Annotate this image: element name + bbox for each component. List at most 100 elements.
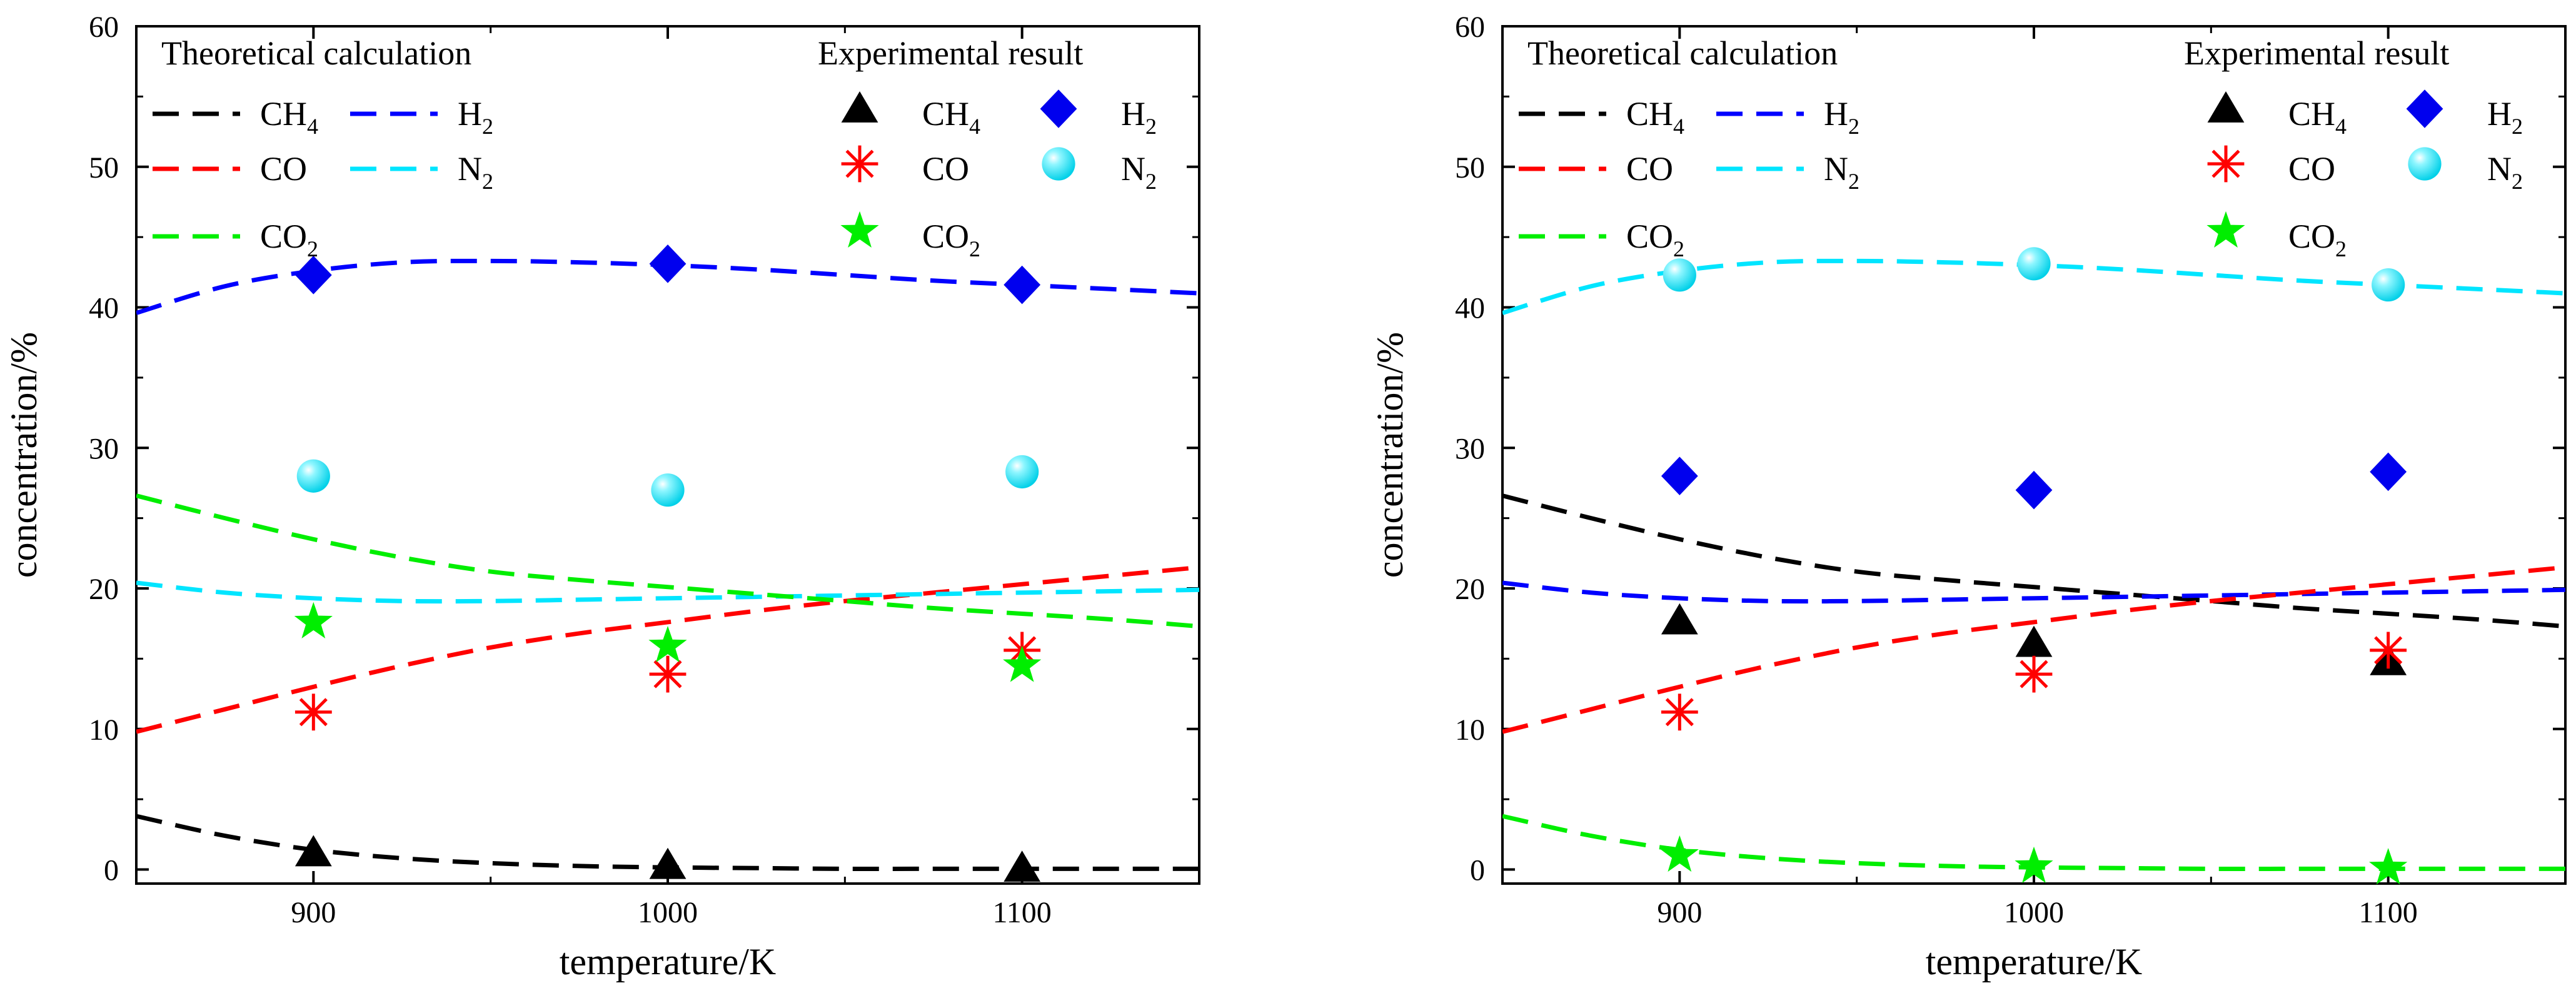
legend-label: CH4 — [922, 95, 980, 139]
exp-point-h2 — [1004, 265, 1041, 305]
legend-marker-n2 — [1042, 147, 1075, 181]
legend-title-theoretical: Theoretical calculation — [1527, 34, 1838, 72]
legend-label: N2 — [1824, 150, 1859, 194]
y-tick-label: 0 — [104, 854, 119, 887]
x-tick-label: 1000 — [638, 896, 698, 929]
exp-point-co — [1661, 693, 1698, 731]
exp-point-co — [2015, 655, 2053, 693]
legend-label: CO — [922, 150, 969, 188]
exp-point-co2 — [648, 625, 687, 663]
legend-marker-co — [841, 145, 878, 183]
theory-line-co2 — [136, 493, 1199, 629]
exp-point-co2 — [1003, 645, 1042, 682]
exp-point-h2 — [2370, 452, 2407, 491]
legend: Theoretical calculation Experimental resu… — [153, 34, 1157, 261]
x-axis-label: temperature/K — [560, 941, 777, 982]
legend-label: H2 — [458, 95, 493, 139]
exp-point-co — [2370, 632, 2407, 669]
y-tick-label: 10 — [1455, 713, 1485, 747]
legend-label: CH4 — [2288, 95, 2347, 139]
legend-marker-h2 — [1040, 89, 1077, 128]
exp-point-n2 — [2017, 247, 2051, 281]
y-tick-label: 60 — [89, 11, 119, 44]
legend-label: H2 — [2487, 95, 2523, 139]
legend-label: CO — [260, 150, 307, 188]
x-axis-label: temperature/K — [1926, 941, 2143, 982]
y-tick-label: 50 — [1455, 151, 1485, 184]
exp-point-co — [294, 693, 332, 731]
legend-label: N2 — [458, 150, 493, 194]
exp-point-n2 — [296, 459, 330, 493]
legend-title-theoretical: Theoretical calculation — [161, 34, 471, 72]
exp-point-co2 — [2369, 848, 2408, 885]
legend-label: H2 — [1824, 95, 1859, 139]
legend-label: CH4 — [1626, 95, 1684, 139]
exp-point-h2 — [294, 256, 332, 295]
exp-point-n2 — [2372, 268, 2405, 302]
legend-label: CO2 — [260, 218, 318, 261]
experimental-markers — [1660, 247, 2408, 885]
legend-label: H2 — [1121, 95, 1157, 139]
theory-line-ch4 — [1502, 493, 2565, 629]
chart-panel-right: 900 1000 1100 0 10 20 30 40 50 60 temperature/K con… — [1369, 11, 2567, 982]
theory-line-h2 — [1502, 580, 2565, 604]
x-tick-label: 1000 — [2004, 896, 2064, 929]
legend-label: CO2 — [1626, 218, 1684, 261]
y-axis-label: concentration/% — [3, 332, 44, 578]
legend-label: CH4 — [260, 95, 318, 139]
y-tick-label: 50 — [89, 151, 119, 184]
exp-point-co — [649, 655, 687, 693]
legend-marker-co — [2207, 145, 2245, 183]
exp-point-co2 — [1660, 835, 1699, 872]
exp-point-co2 — [294, 602, 333, 639]
legend-label: CO2 — [922, 218, 980, 261]
legend-marker-co2 — [2206, 211, 2245, 248]
legend-title-experimental: Experimental result — [818, 34, 1083, 72]
legend-label: N2 — [1121, 150, 1157, 194]
y-tick-label: 40 — [89, 292, 119, 325]
legend-marker-ch4 — [841, 91, 878, 123]
exp-point-co2 — [2015, 846, 2053, 884]
exp-point-ch4 — [1661, 603, 1698, 635]
legend-label: N2 — [2487, 150, 2523, 194]
y-tick-label: 20 — [89, 573, 119, 606]
legend-marker-co2 — [840, 211, 879, 248]
x-tick-label: 900 — [1657, 896, 1702, 929]
theoretical-curves — [136, 258, 1199, 871]
exp-point-ch4 — [1004, 850, 1041, 882]
y-axis-label: concentration/% — [1369, 332, 1411, 578]
x-tick-label: 1100 — [2359, 896, 2418, 929]
y-tick-label: 60 — [1455, 11, 1485, 44]
chart-panel-left: 900 1000 1100 0 10 20 30 40 50 60 temperature/K con… — [3, 11, 1200, 982]
theoretical-curves — [1502, 258, 2565, 871]
legend-label: CO2 — [2288, 218, 2347, 261]
legend: Theoretical calculation Experimental resu… — [1519, 34, 2523, 261]
legend-marker-n2 — [2408, 147, 2442, 181]
legend-label: CO — [1626, 150, 1673, 188]
x-tick-label: 900 — [291, 896, 336, 929]
y-tick-label: 30 — [89, 432, 119, 465]
theory-line-co — [1502, 565, 2565, 734]
legend-marker-ch4 — [2207, 91, 2245, 123]
x-tick-label: 1100 — [993, 896, 1052, 929]
legend-title-experimental: Experimental result — [2184, 34, 2449, 72]
exp-point-n2 — [651, 473, 685, 507]
theory-line-n2 — [136, 580, 1199, 604]
y-tick-label: 20 — [1455, 573, 1485, 606]
y-tick-label: 0 — [1470, 854, 1485, 887]
theory-line-co — [136, 565, 1199, 734]
exp-point-n2 — [1663, 258, 1696, 292]
exp-point-ch4 — [294, 835, 332, 867]
exp-point-n2 — [1005, 455, 1039, 489]
exp-point-h2 — [1661, 456, 1698, 496]
exp-point-ch4 — [2015, 625, 2053, 657]
exp-point-h2 — [649, 244, 687, 283]
exp-point-h2 — [2015, 470, 2053, 510]
y-tick-label: 10 — [89, 713, 119, 747]
y-tick-label: 40 — [1455, 292, 1485, 325]
experimental-markers — [294, 244, 1042, 882]
legend-label: CO — [2288, 150, 2335, 188]
legend-marker-h2 — [2406, 89, 2443, 128]
y-tick-label: 30 — [1455, 432, 1485, 465]
